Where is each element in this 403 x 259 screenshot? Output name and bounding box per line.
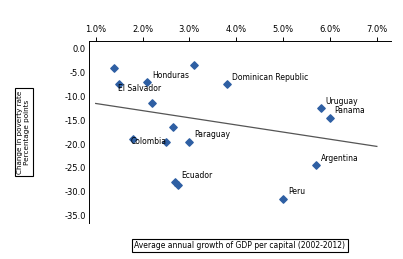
Text: Paraguay: Paraguay [194,130,230,139]
Text: Peru: Peru [288,188,305,197]
Point [313,163,319,168]
Text: Colombia: Colombia [131,138,167,146]
Text: Ecuador: Ecuador [181,171,212,180]
Point [163,140,169,144]
Point [191,63,197,67]
Point [144,80,150,84]
Point [172,180,179,184]
Text: Panama: Panama [334,106,366,116]
Point [116,82,123,87]
Text: El Salvador: El Salvador [118,84,161,93]
Text: Honduras: Honduras [152,71,189,80]
Point [186,140,193,144]
Point [130,137,136,141]
Point [318,106,324,110]
Point [327,116,333,120]
Text: Average annual growth of GDP per capital (2002-2012): Average annual growth of GDP per capital… [134,241,345,250]
Text: Change in poverty rate
Percentage points: Change in poverty rate Percentage points [17,90,30,174]
Point [170,125,176,130]
Point [280,197,287,201]
Text: Uruguay: Uruguay [325,97,358,106]
Point [111,66,118,70]
Point [224,82,230,87]
Text: Argentina: Argentina [321,154,358,163]
Point [174,183,181,187]
Text: Dominican Republic: Dominican Republic [232,73,308,82]
Point [149,101,155,105]
